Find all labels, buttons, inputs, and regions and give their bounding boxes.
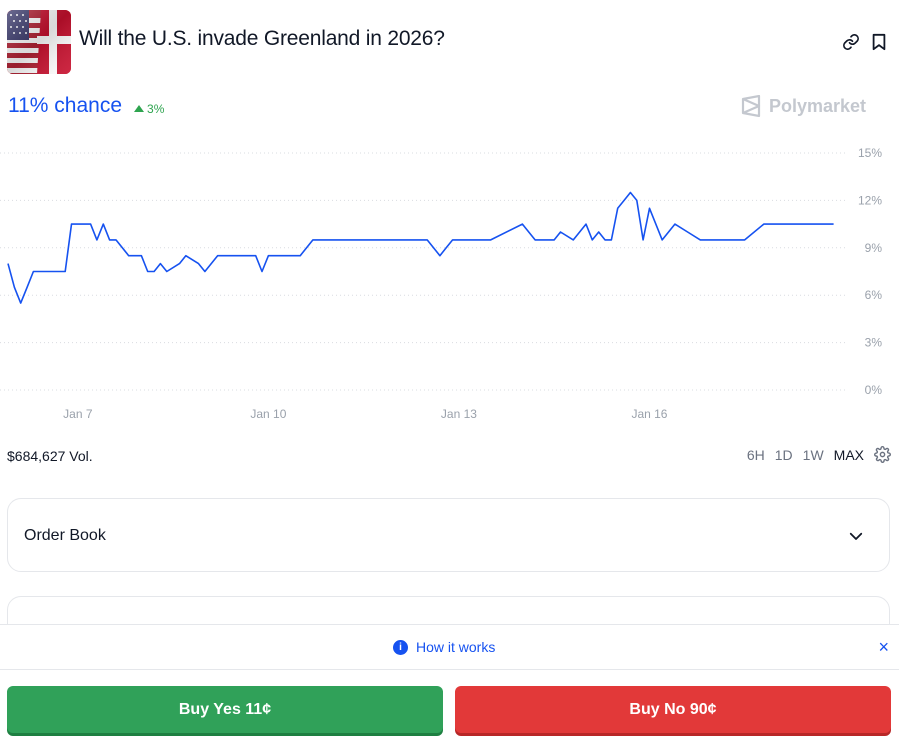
- y-tick-label: 9%: [865, 241, 883, 255]
- price-chart-svg: 15% 12% 9% 6% 3% 0% Jan 7 Jan 10 Jan 13 Jan 16: [0, 146, 883, 421]
- range-1d-button[interactable]: 1D: [774, 446, 793, 463]
- chart-footer: $684,627 Vol. 6H 1D 1W MAX: [7, 446, 891, 466]
- y-tick-label: 0%: [865, 383, 883, 397]
- brand-logo: Polymarket: [741, 95, 866, 117]
- polymarket-icon: [741, 95, 761, 117]
- bookmark-icon[interactable]: [868, 31, 890, 53]
- market-header: Will the U.S. invade Greenland in 2026?: [7, 10, 892, 74]
- y-tick-label: 6%: [865, 288, 883, 302]
- order-book-label: Order Book: [24, 527, 106, 544]
- range-max-button[interactable]: MAX: [833, 446, 864, 463]
- buy-yes-button[interactable]: Buy Yes 11¢: [7, 686, 443, 733]
- delta-value: 3%: [147, 101, 165, 116]
- how-it-works-label: How it works: [416, 639, 496, 655]
- gear-icon[interactable]: [874, 446, 891, 463]
- x-tick-label: Jan 10: [250, 407, 286, 421]
- brand-name: Polymarket: [768, 95, 866, 116]
- how-it-works-link[interactable]: i How it works: [393, 639, 495, 655]
- volume-label: $684,627 Vol.: [7, 448, 93, 464]
- chance-row: 11% chance 3%: [8, 94, 164, 120]
- market-title: Will the U.S. invade Greenland in 2026?: [79, 27, 445, 50]
- chevron-down-icon[interactable]: [847, 527, 865, 545]
- price-chart[interactable]: 15% 12% 9% 6% 3% 0% Jan 7 Jan 10 Jan 13 Jan 16: [0, 140, 899, 430]
- close-icon[interactable]: ×: [878, 637, 889, 657]
- y-tick-label: 12%: [858, 193, 882, 207]
- time-range-selector: 6H 1D 1W MAX: [747, 446, 891, 463]
- link-icon[interactable]: [840, 31, 862, 53]
- chance-value: 11% chance: [8, 94, 123, 117]
- triangle-up-icon: [134, 105, 145, 112]
- range-1w-button[interactable]: 1W: [802, 446, 824, 463]
- us-denmark-flags-icon: [7, 10, 71, 74]
- x-tick-label: Jan 16: [631, 407, 667, 421]
- buy-no-button[interactable]: Buy No 90¢: [455, 686, 891, 733]
- order-book-card[interactable]: Order Book: [7, 498, 890, 572]
- delta-badge: 3%: [134, 102, 164, 116]
- info-icon: i: [393, 639, 408, 655]
- y-tick-label: 15%: [858, 146, 882, 160]
- x-tick-label: Jan 13: [441, 407, 477, 421]
- how-it-works-bar: i How it works ×: [0, 624, 899, 670]
- x-tick-label: Jan 7: [63, 407, 93, 421]
- y-tick-label: 3%: [865, 336, 883, 350]
- range-6h-button[interactable]: 6H: [746, 446, 765, 463]
- series-line: [7, 191, 834, 304]
